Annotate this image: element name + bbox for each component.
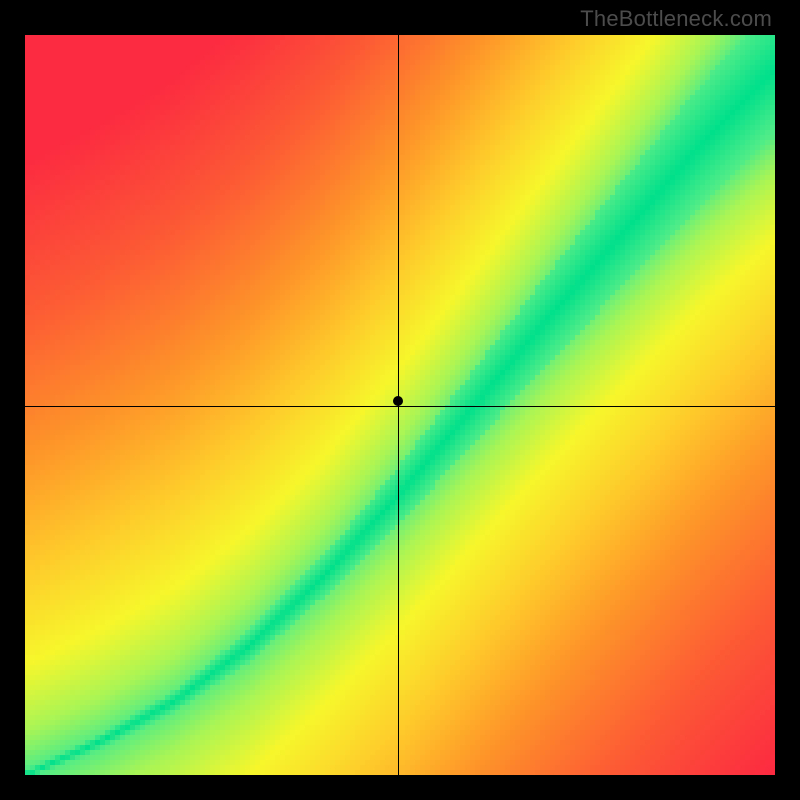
attribution-text: TheBottleneck.com [580, 6, 772, 32]
marker-dot [393, 396, 403, 406]
heatmap-plot [25, 35, 775, 775]
crosshair-horizontal [25, 406, 775, 407]
chart-frame: TheBottleneck.com [0, 0, 800, 800]
